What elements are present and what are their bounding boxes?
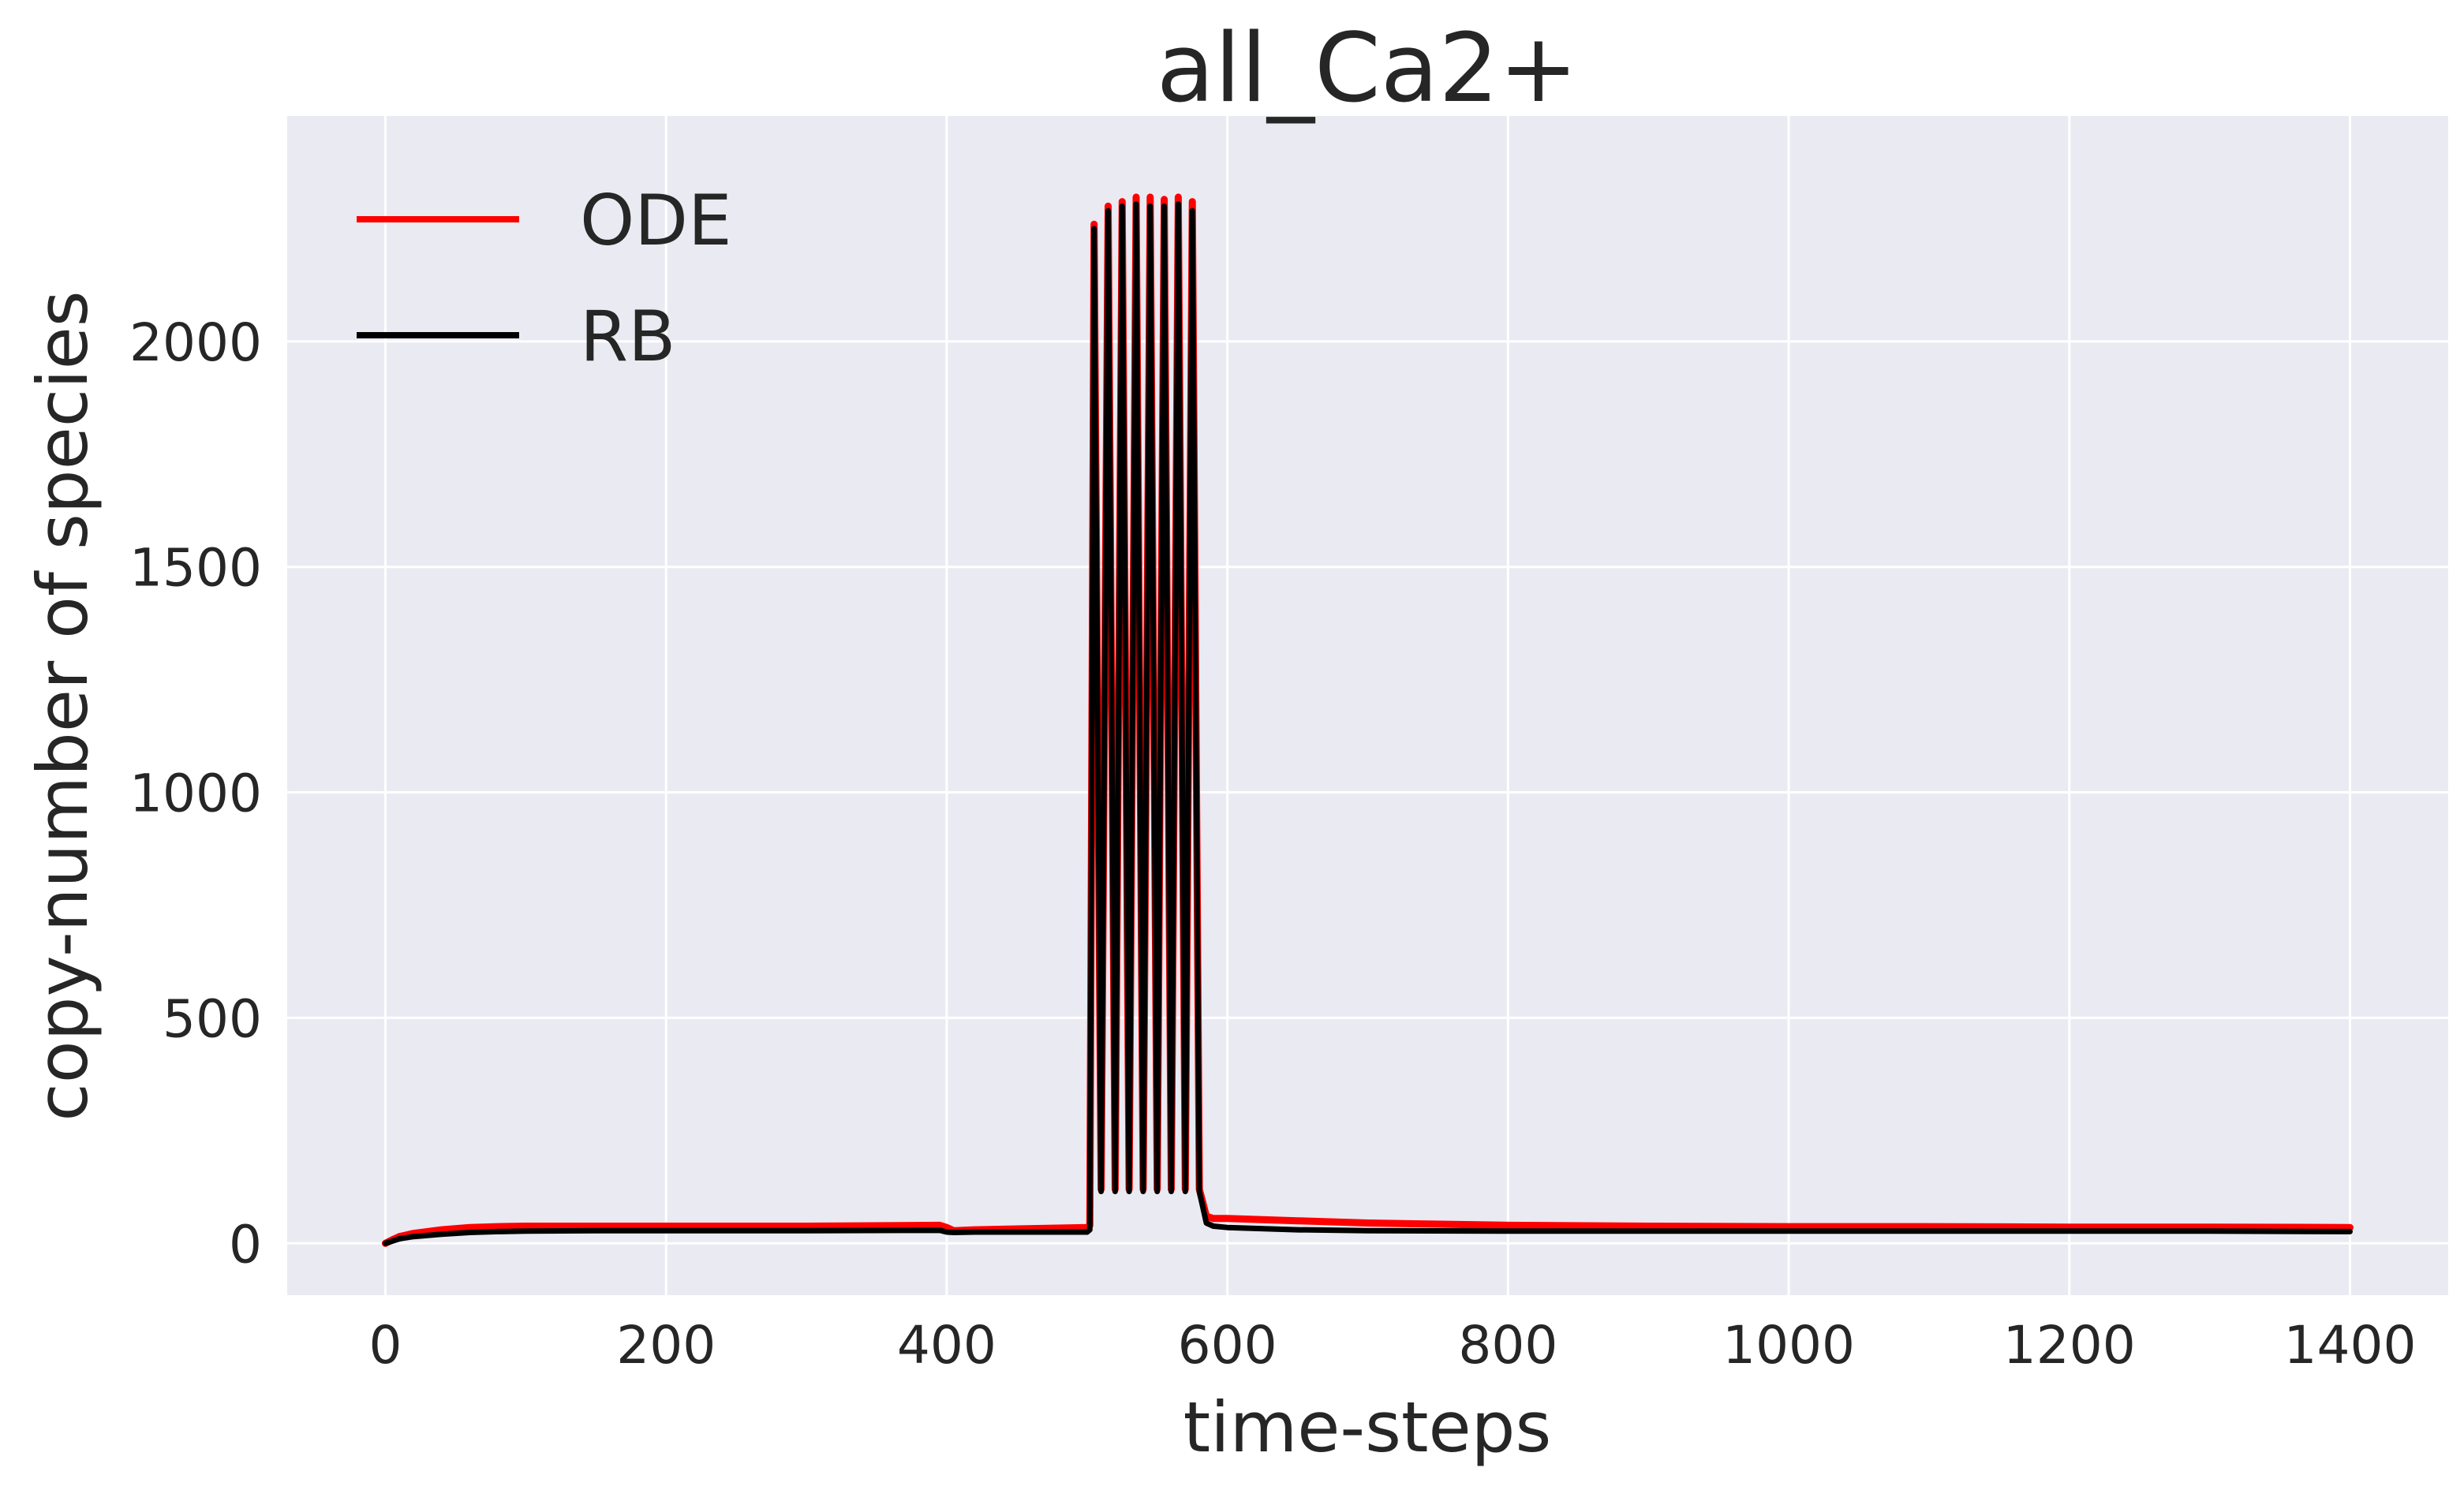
y-tick-label: 1500	[129, 538, 262, 599]
x-tick-label: 200	[616, 1315, 716, 1376]
series-line-rb	[383, 201, 2353, 1246]
x-tick-label: 1000	[1722, 1315, 1855, 1376]
x-tick-label: 600	[1178, 1315, 1277, 1376]
x-tick-label: 1400	[2284, 1315, 2417, 1376]
legend: ODE RB	[357, 180, 732, 377]
grid	[287, 116, 2448, 1295]
y-tick-label: 2000	[129, 312, 262, 373]
chart-title: all_Ca2+	[1157, 14, 1578, 124]
x-tick-label: 1200	[2003, 1315, 2136, 1376]
x-tick-labels: 0 200 400 600 800 1000 1200 1400	[369, 1315, 2417, 1376]
series-layer	[382, 193, 2354, 1247]
y-tick-label: 1000	[129, 764, 262, 824]
x-tick-label: 800	[1458, 1315, 1557, 1376]
y-axis-label: copy-number of species	[22, 290, 103, 1121]
legend-label-rb: RB	[580, 296, 676, 377]
plot-area	[287, 116, 2448, 1295]
x-tick-label: 0	[369, 1315, 402, 1376]
legend-label-ode: ODE	[580, 180, 732, 261]
x-axis-label: time-steps	[1183, 1387, 1552, 1468]
y-tick-label: 0	[229, 1214, 262, 1275]
x-tick-label: 400	[897, 1315, 996, 1376]
y-tick-labels: 0 500 1000 1500 2000	[129, 312, 262, 1275]
y-tick-label: 500	[163, 988, 262, 1049]
